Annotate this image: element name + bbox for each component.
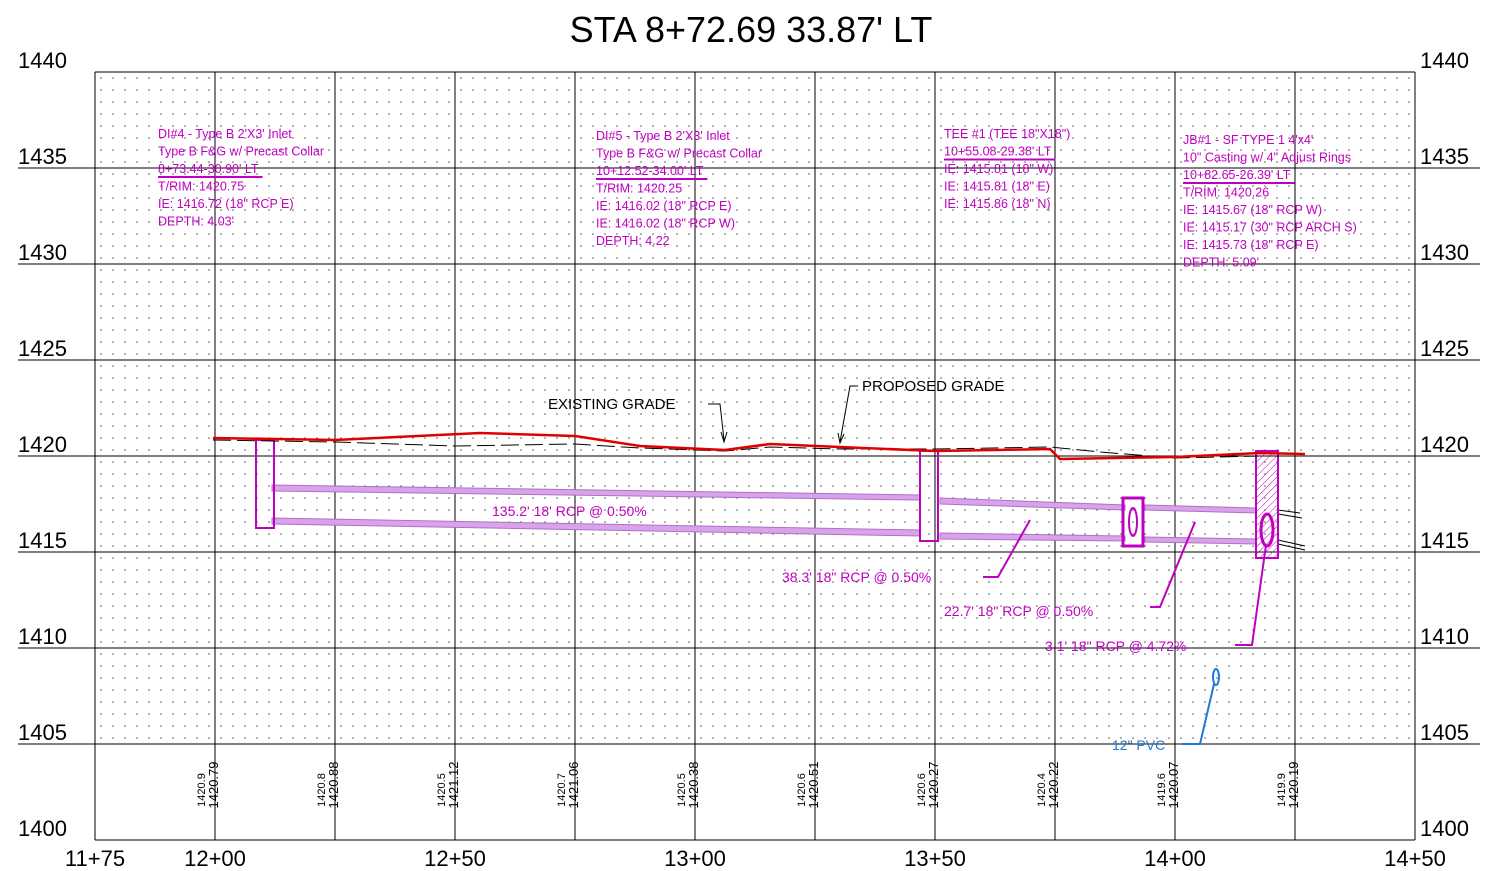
structure-tee (1121, 496, 1145, 548)
proposed-grade (212, 431, 1306, 461)
structure-note: DI#5 - Type B 2'X3' Inlet (596, 129, 730, 143)
structure-note: IE: 1415.17 (30" RCP ARCH S) (1183, 221, 1357, 235)
existing-grade-label: EXISTING GRADE (548, 396, 676, 413)
structure-note: TEE #1 (TEE 18"X18") (944, 127, 1070, 141)
arrow (720, 431, 728, 444)
structure-note: DI#4 - Type B 2'X3' Inlet (158, 127, 292, 141)
y-label-right: 1405 (1420, 720, 1469, 745)
structure-note: T/RIM: 1420.25 (596, 182, 682, 196)
structure-note: IE: 1415.67 (18" RCP W) (1183, 203, 1322, 217)
leader (839, 385, 858, 443)
y-label-left: 1405 (18, 720, 67, 745)
x-label: 11+75 (65, 846, 125, 871)
structure-note: IE: 1415.81 (18" E) (944, 180, 1050, 194)
structure-note: T/RIM: 1420.26 (1183, 186, 1269, 200)
structure-note: DEPTH: 4.22 (596, 234, 670, 248)
proposed-elev: 1420.51 (806, 762, 821, 809)
existing-elev: 1420.9 (196, 773, 208, 807)
leader (708, 403, 725, 441)
pipe-section (1128, 507, 1138, 537)
leader (983, 519, 1031, 578)
existing-elev: 1420.5 (436, 773, 448, 807)
pipe (939, 532, 1126, 542)
existing-elev: 1420.5 (676, 773, 688, 807)
arrow (837, 432, 845, 445)
pipe-label: 38.3' 18" RCP @ 0.50% (782, 569, 931, 585)
y-label-left: 1400 (18, 816, 67, 841)
existing-elev: 1420.6 (796, 773, 808, 807)
y-label-left: 1410 (18, 624, 67, 649)
proposed-elev: 1420.79 (206, 762, 221, 809)
title: STA 8+72.69 33.87' LT (570, 9, 933, 50)
x-label: 13+50 (904, 846, 966, 871)
existing-elev: 1420.8 (316, 773, 328, 807)
pipe-stub (1277, 509, 1306, 551)
proposed-grade-label: PROPOSED GRADE (862, 378, 1005, 395)
existing-elev: 1419.9 (1276, 773, 1288, 807)
proposed-elev: 1420.19 (1286, 762, 1301, 809)
leader (1182, 683, 1215, 745)
y-label-right: 1415 (1420, 528, 1469, 553)
y-label-left: 1440 (18, 48, 67, 73)
structure-note: IE: 1415.86 (18" N) (944, 197, 1051, 211)
pipe (939, 497, 1126, 511)
proposed-elev: 1421.06 (566, 762, 581, 809)
existing-elev: 1420.7 (556, 773, 568, 807)
existing-elev: 1420.4 (1036, 773, 1048, 807)
x-label: 12+50 (424, 846, 486, 871)
y-label-right: 1425 (1420, 336, 1469, 361)
structure-note: 10+12.52-34.00' LT (596, 164, 704, 178)
existing-elev: 1419.6 (1156, 773, 1168, 807)
structure-jb1 (1255, 450, 1279, 559)
y-label-left: 1435 (18, 144, 67, 169)
y-label-left: 1420 (18, 432, 67, 457)
pipe-label: 135.2' 18' RCP @ 0.50% (492, 503, 647, 519)
structure-note: 10" Casting w/ 4" Adjust Rings (1183, 151, 1351, 165)
structure-note: 10+55.08-29.38' LT (944, 145, 1052, 159)
pipe-label: 3.1' 18" RCP @ 4.72% (1045, 638, 1186, 654)
proposed-elev: 1420.07 (1166, 762, 1181, 809)
labels: 1440 1440 1435 1435 1430 1430 1425 1425 1420 1420… (18, 48, 1469, 871)
pipe-section (1259, 512, 1275, 548)
y-label-right: 1400 (1420, 816, 1469, 841)
x-label: 12+00 (184, 846, 246, 871)
structure-note: 10+82.65-26.39' LT (1183, 168, 1291, 182)
existing-elev: 1420.6 (916, 773, 928, 807)
y-label-right: 1420 (1420, 432, 1469, 457)
y-label-right: 1435 (1420, 144, 1469, 169)
structure-note: Type B F&G w/ Precast Collar (596, 147, 762, 161)
structure-note: DEPTH: 4.03' (158, 215, 234, 229)
y-label-left: 1425 (18, 336, 67, 361)
leader (1235, 544, 1267, 646)
leader (1150, 521, 1196, 608)
pvc-section (1212, 668, 1220, 686)
x-label: 13+00 (664, 846, 726, 871)
proposed-elev: 1420.27 (926, 762, 941, 809)
structure-note: IE: 1416.02 (18" RCP E) (596, 199, 732, 213)
proposed-elev: 1421.12 (446, 762, 461, 809)
pipe-label: 22.7' 18" RCP @ 0.50% (944, 603, 1093, 619)
structure-note: IE: 1416.02 (18" RCP W) (596, 217, 735, 231)
y-label-right: 1410 (1420, 624, 1469, 649)
structure-note: DEPTH: 5.09' (1183, 256, 1259, 270)
x-label: 14+00 (1144, 846, 1206, 871)
structure-note: 8+73.44-30.90' LT (158, 162, 259, 176)
structure-note: IE: 1415.81 (18" W) (944, 162, 1053, 176)
y-label-left: 1430 (18, 240, 67, 265)
structure-note: T/RIM: 1420.75 (158, 180, 244, 194)
pvc-label: 12" PVC (1112, 737, 1165, 753)
y-label-right: 1430 (1420, 240, 1469, 265)
proposed-elev: 1420.88 (326, 762, 341, 809)
proposed-elev: 1420.38 (686, 762, 701, 809)
structure-note: JB#1 - SF TYPE 1 4'x4' (1183, 133, 1313, 147)
y-label-left: 1415 (18, 528, 67, 553)
structure-note: Type B F&G w/ Precast Collar (158, 145, 324, 159)
proposed-elev: 1420.22 (1046, 762, 1061, 809)
structure-note: IE: 1415.73 (18" RCP E) (1183, 238, 1319, 252)
structure-note: IE: 1416.72 (18" RCP E) (158, 197, 294, 211)
y-label-right: 1440 (1420, 48, 1469, 73)
grid (18, 71, 1480, 841)
x-label: 14+50 (1384, 846, 1446, 871)
